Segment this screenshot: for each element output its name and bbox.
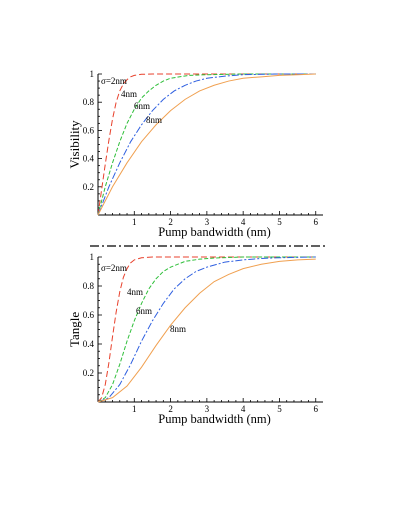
x-tick-label: 5 [277,217,282,227]
y-tick-label: 0.8 [83,97,95,107]
y-tick-label: 0.4 [83,154,95,164]
x-axis-label: Pump bandwidth (nm) [158,412,271,426]
series-label: 8nm [170,324,186,334]
x-axis-label: Pump bandwidth (nm) [158,225,271,239]
series-label: 4nm [121,89,137,99]
y-axis-label: Tangle [67,312,82,347]
y-tick-label: 1 [90,252,95,262]
series-label: 4nm [127,287,143,297]
x-tick-label: 6 [313,217,318,227]
y-axis-label: Visibility [67,120,82,169]
x-tick-label: 1 [132,404,137,414]
series-label: σ=2nm [101,263,127,273]
y-tick-label: 0.8 [83,281,95,291]
y-tick-label: 0.2 [83,368,94,378]
series-line-1 [98,257,316,402]
x-tick-label: 5 [277,404,282,414]
x-tick-label: 6 [313,404,318,414]
series-label: 8nm [146,115,162,125]
series-label: 6nm [136,306,152,316]
y-tick-label: 0.6 [83,310,95,320]
y-tick-label: 0.4 [83,339,95,349]
series-label: σ=2nm [101,76,127,86]
y-tick-label: 0.6 [83,125,95,135]
x-tick-label: 1 [132,217,137,227]
y-tick-label: 0.2 [83,182,94,192]
y-tick-label: 1 [90,69,95,79]
series-label: 6nm [134,101,150,111]
